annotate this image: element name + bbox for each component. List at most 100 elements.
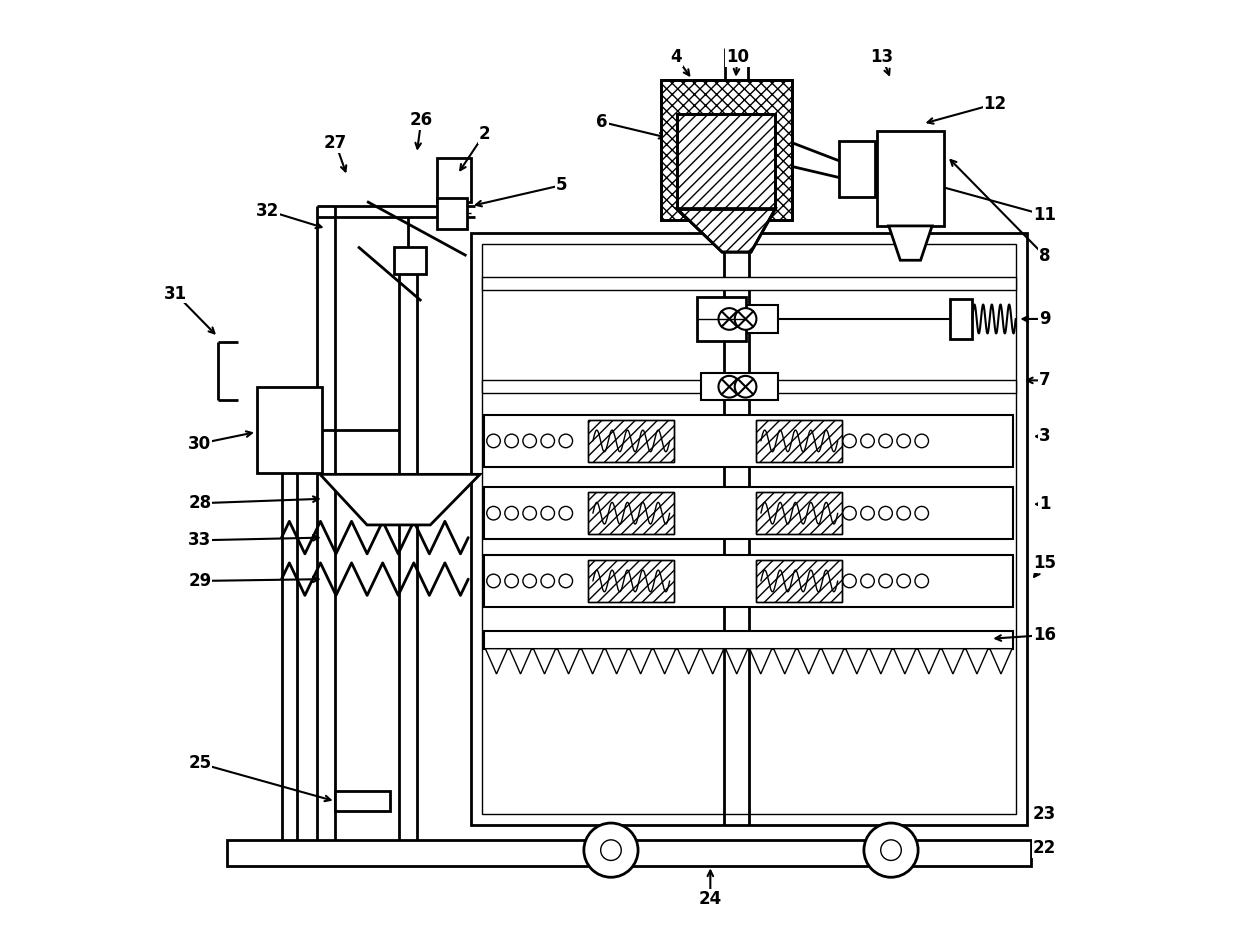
Text: 31: 31 (164, 285, 187, 302)
Text: 2: 2 (479, 125, 490, 143)
Polygon shape (677, 649, 699, 674)
Text: 32: 32 (255, 201, 279, 220)
Circle shape (523, 434, 537, 448)
Text: 33: 33 (188, 531, 212, 550)
Text: 25: 25 (188, 755, 212, 772)
Polygon shape (990, 649, 1012, 674)
Bar (482, 380, 1016, 393)
Polygon shape (558, 649, 579, 674)
Circle shape (897, 574, 910, 588)
Bar (436, 197, 467, 229)
Text: 4: 4 (670, 48, 682, 66)
Circle shape (505, 574, 518, 588)
Bar (589, 420, 675, 462)
Circle shape (861, 434, 874, 448)
Polygon shape (750, 649, 771, 674)
Circle shape (718, 375, 740, 398)
Text: 5: 5 (556, 176, 567, 195)
Circle shape (864, 823, 918, 877)
Bar (756, 492, 842, 534)
Polygon shape (774, 649, 796, 674)
Circle shape (897, 434, 910, 448)
Circle shape (541, 434, 554, 448)
Bar (589, 420, 675, 462)
Text: 30: 30 (188, 435, 212, 452)
Bar (756, 560, 842, 602)
Circle shape (879, 506, 893, 520)
Bar (756, 420, 842, 462)
Text: 11: 11 (1033, 206, 1056, 224)
Polygon shape (894, 649, 916, 674)
Circle shape (879, 574, 893, 588)
Bar (436, 159, 471, 201)
Polygon shape (582, 649, 604, 674)
Text: 10: 10 (725, 48, 749, 66)
Text: 23: 23 (1033, 805, 1056, 823)
Bar (485, 554, 1013, 607)
Circle shape (861, 506, 874, 520)
Polygon shape (485, 649, 507, 674)
Text: 8: 8 (1039, 247, 1050, 265)
Bar (877, 131, 945, 226)
Polygon shape (822, 649, 844, 674)
Text: 16: 16 (1033, 626, 1056, 644)
Circle shape (505, 434, 518, 448)
Circle shape (559, 574, 573, 588)
Bar (589, 560, 675, 602)
Polygon shape (510, 649, 532, 674)
Text: 22: 22 (1033, 839, 1056, 857)
Circle shape (487, 574, 500, 588)
Circle shape (541, 506, 554, 520)
Circle shape (735, 308, 756, 330)
Bar (482, 277, 1016, 290)
Circle shape (915, 434, 929, 448)
Bar (394, 247, 425, 273)
Polygon shape (797, 649, 820, 674)
Bar (589, 560, 675, 602)
Text: 13: 13 (870, 48, 894, 66)
Bar (756, 560, 842, 602)
Bar (485, 414, 1013, 467)
Circle shape (843, 574, 857, 588)
Text: 1: 1 (1039, 495, 1050, 514)
Circle shape (487, 506, 500, 520)
Polygon shape (942, 649, 963, 674)
Text: 28: 28 (188, 494, 212, 513)
Text: 7: 7 (1039, 372, 1050, 389)
Text: 29: 29 (188, 572, 212, 590)
Polygon shape (320, 475, 480, 525)
Circle shape (505, 506, 518, 520)
Circle shape (735, 375, 756, 398)
Polygon shape (533, 649, 556, 674)
Bar (697, 298, 746, 340)
Circle shape (600, 840, 621, 860)
Bar (485, 487, 1013, 540)
Circle shape (861, 574, 874, 588)
Polygon shape (702, 649, 724, 674)
Bar (482, 244, 1016, 814)
Bar (589, 492, 675, 534)
Circle shape (541, 574, 554, 588)
Polygon shape (605, 649, 627, 674)
Polygon shape (725, 649, 748, 674)
Bar (589, 492, 675, 534)
Circle shape (897, 506, 910, 520)
Bar (838, 141, 874, 197)
Polygon shape (846, 649, 868, 674)
Polygon shape (918, 649, 940, 674)
Text: 12: 12 (983, 95, 1007, 113)
Bar (257, 387, 322, 473)
Circle shape (915, 574, 929, 588)
Circle shape (487, 434, 500, 448)
Polygon shape (966, 649, 988, 674)
Bar (756, 492, 842, 534)
Circle shape (523, 506, 537, 520)
Polygon shape (869, 649, 892, 674)
Circle shape (584, 823, 639, 877)
Text: 3: 3 (1039, 427, 1050, 445)
Circle shape (559, 506, 573, 520)
Bar (471, 233, 1027, 825)
Text: 9: 9 (1039, 310, 1050, 328)
Circle shape (879, 434, 893, 448)
Text: 15: 15 (1033, 553, 1056, 572)
